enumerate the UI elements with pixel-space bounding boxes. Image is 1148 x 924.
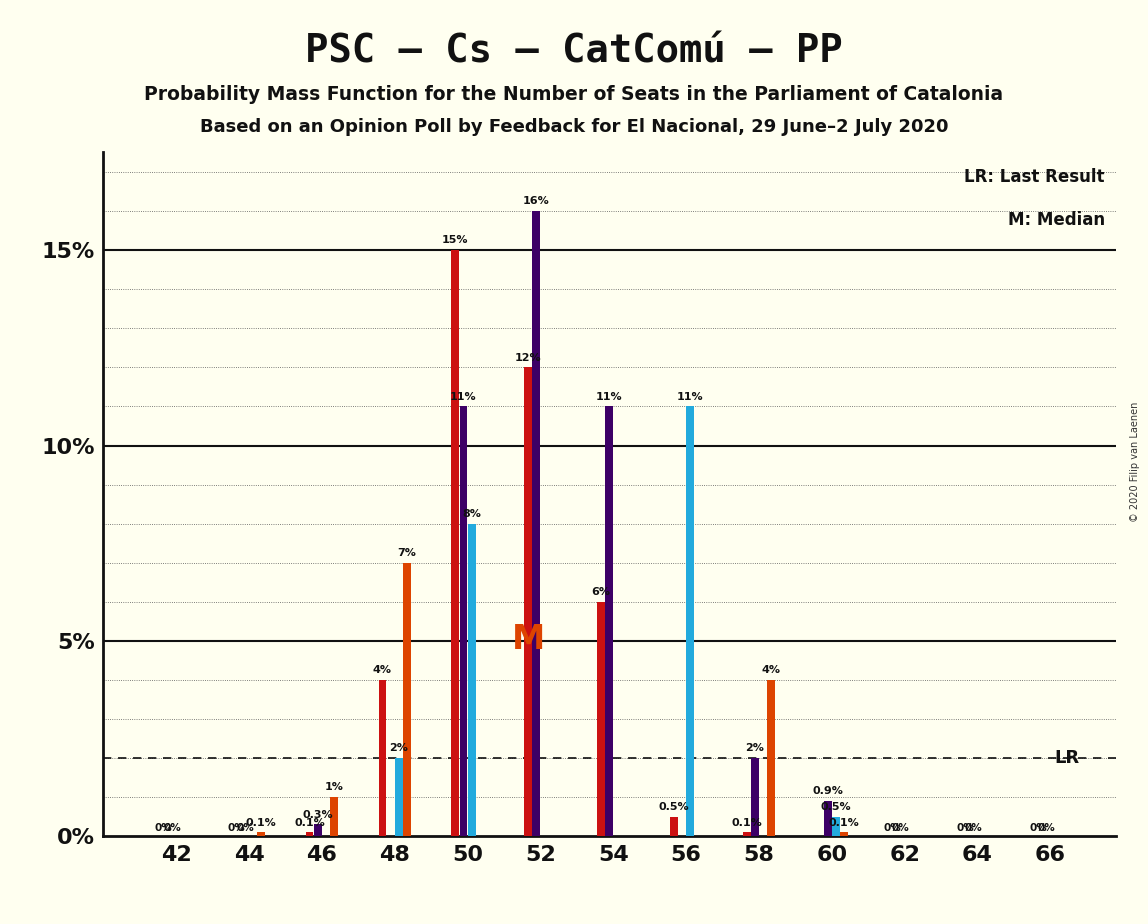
Text: PSC – Cs – CatComú – PP: PSC – Cs – CatComú – PP bbox=[305, 32, 843, 70]
Text: 0.3%: 0.3% bbox=[302, 809, 333, 820]
Bar bbox=[743, 833, 751, 836]
Bar bbox=[751, 758, 759, 836]
Text: LR: LR bbox=[1054, 749, 1079, 767]
Text: 0.1%: 0.1% bbox=[294, 818, 325, 828]
Bar bbox=[525, 368, 532, 836]
Text: 0.5%: 0.5% bbox=[821, 802, 851, 812]
Text: 0%: 0% bbox=[163, 823, 181, 833]
Text: 6%: 6% bbox=[591, 587, 611, 597]
Bar bbox=[840, 833, 848, 836]
Text: 4%: 4% bbox=[373, 665, 391, 675]
Text: 0%: 0% bbox=[155, 823, 172, 833]
Bar bbox=[313, 824, 321, 836]
Bar bbox=[467, 524, 475, 836]
Bar bbox=[597, 602, 605, 836]
Bar bbox=[395, 758, 403, 836]
Text: LR: Last Result: LR: Last Result bbox=[964, 168, 1104, 186]
Text: 0%: 0% bbox=[964, 823, 983, 833]
Text: 0.5%: 0.5% bbox=[659, 802, 689, 812]
Text: 11%: 11% bbox=[450, 392, 476, 402]
Bar bbox=[379, 680, 386, 836]
Bar bbox=[305, 833, 313, 836]
Text: 7%: 7% bbox=[397, 548, 417, 558]
Text: 16%: 16% bbox=[522, 197, 550, 206]
Bar bbox=[257, 833, 265, 836]
Text: 12%: 12% bbox=[514, 353, 542, 362]
Text: 0%: 0% bbox=[227, 823, 246, 833]
Text: 1%: 1% bbox=[325, 783, 343, 793]
Text: 2%: 2% bbox=[745, 744, 765, 753]
Text: 0%: 0% bbox=[884, 823, 901, 833]
Text: M: M bbox=[512, 623, 544, 656]
Text: 0.1%: 0.1% bbox=[246, 818, 277, 828]
Text: 2%: 2% bbox=[389, 744, 409, 753]
Text: 0.9%: 0.9% bbox=[813, 786, 843, 796]
Text: 11%: 11% bbox=[677, 392, 704, 402]
Bar bbox=[331, 797, 338, 836]
Bar bbox=[670, 817, 677, 836]
Text: 0%: 0% bbox=[892, 823, 909, 833]
Text: 0%: 0% bbox=[1029, 823, 1047, 833]
Text: Based on an Opinion Poll by Feedback for El Nacional, 29 June–2 July 2020: Based on an Opinion Poll by Feedback for… bbox=[200, 118, 948, 136]
Text: 0%: 0% bbox=[956, 823, 974, 833]
Bar bbox=[824, 801, 831, 836]
Text: © 2020 Filip van Laenen: © 2020 Filip van Laenen bbox=[1130, 402, 1140, 522]
Text: 0%: 0% bbox=[1038, 823, 1055, 833]
Text: 4%: 4% bbox=[762, 665, 781, 675]
Bar bbox=[767, 680, 775, 836]
Text: 11%: 11% bbox=[596, 392, 622, 402]
Text: 8%: 8% bbox=[463, 509, 481, 519]
Bar bbox=[832, 817, 839, 836]
Bar bbox=[403, 563, 411, 836]
Bar bbox=[451, 250, 459, 836]
Text: 15%: 15% bbox=[442, 236, 468, 246]
Bar bbox=[687, 407, 695, 836]
Bar bbox=[533, 211, 541, 836]
Text: Probability Mass Function for the Number of Seats in the Parliament of Catalonia: Probability Mass Function for the Number… bbox=[145, 85, 1003, 104]
Bar bbox=[459, 407, 467, 836]
Bar bbox=[605, 407, 613, 836]
Text: 0.1%: 0.1% bbox=[829, 818, 860, 828]
Text: 0%: 0% bbox=[236, 823, 254, 833]
Text: M: Median: M: Median bbox=[1008, 211, 1104, 229]
Text: 0.1%: 0.1% bbox=[731, 818, 762, 828]
